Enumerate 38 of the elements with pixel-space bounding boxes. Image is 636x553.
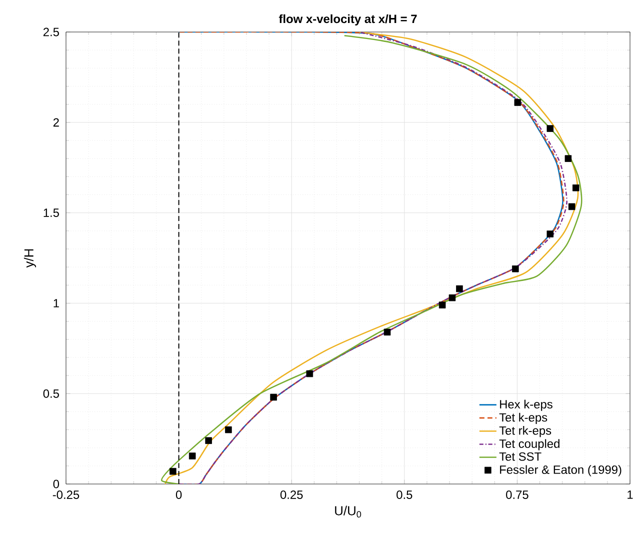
y-tick-label: 0.5 <box>43 389 59 398</box>
legend-label: Hex k-eps <box>500 400 552 411</box>
x-tick-label: 0.25 <box>280 490 303 499</box>
y-axis-title: y/H <box>24 249 36 268</box>
x-axis-title: U/U$_{0}$ <box>335 506 362 518</box>
point <box>438 302 446 308</box>
point <box>225 426 232 434</box>
y-tick-label: 0 <box>53 480 60 488</box>
point <box>456 285 463 292</box>
y-tick-label: 2.5 <box>43 28 59 36</box>
point <box>546 125 554 132</box>
point <box>188 452 196 460</box>
legend-label: Tet SST <box>499 452 542 461</box>
point <box>448 294 456 302</box>
legend-label: Fessler & Eaton (1999) <box>500 465 622 476</box>
legend-label: Tet coupled <box>499 439 560 450</box>
point <box>306 370 314 378</box>
point <box>270 394 277 401</box>
point <box>384 328 391 336</box>
point <box>572 184 580 192</box>
point <box>568 203 576 210</box>
y-tick-label: 2 <box>53 118 59 127</box>
x-tick-label: -0.25 <box>52 490 80 499</box>
point <box>205 437 212 444</box>
point <box>546 230 554 238</box>
legend-label: Tet rk-eps <box>499 426 552 438</box>
point <box>514 99 522 106</box>
x-tick-label: 0.5 <box>396 490 412 499</box>
x-tick-label: 1 <box>628 490 633 499</box>
point <box>170 468 176 475</box>
point <box>564 155 572 162</box>
legend-label: Tet k-eps <box>499 412 548 424</box>
x-tick-label: 0.75 <box>506 490 528 499</box>
point <box>512 265 519 272</box>
chart-title: flow x-velocity at x/H = 7 <box>278 14 417 26</box>
y-tick-label: 1.5 <box>44 208 59 217</box>
x-tick-label: 0 <box>176 490 182 499</box>
y-tick-label: 1 <box>54 299 59 308</box>
